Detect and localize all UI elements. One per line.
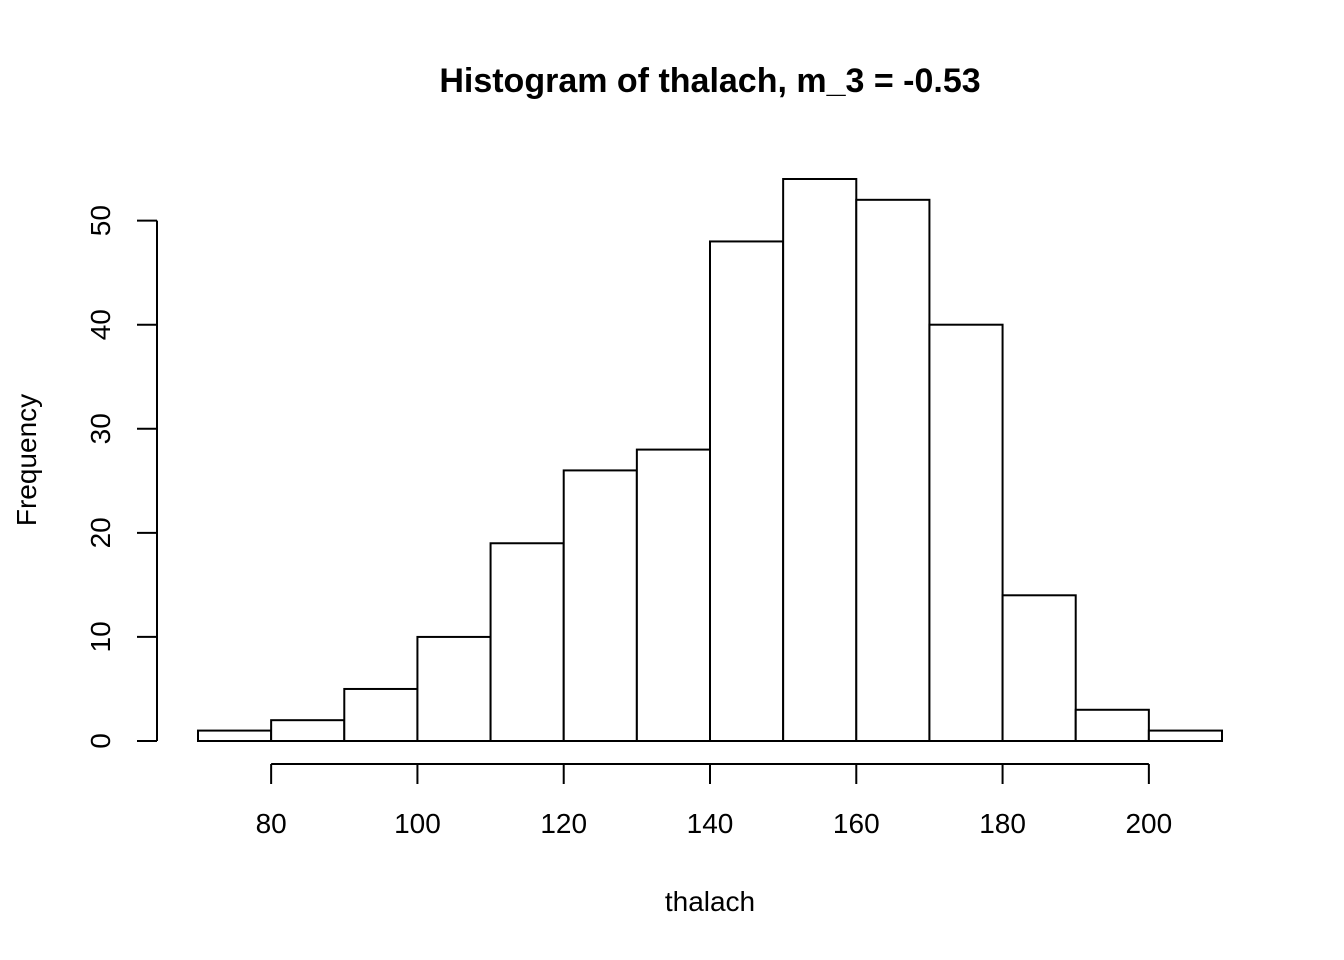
histogram-bar <box>489 542 565 743</box>
y-tick-label: 30 <box>85 413 116 444</box>
histogram-bar <box>635 448 711 742</box>
x-axis: 80 100 120 140 160 180 200 <box>256 763 1172 839</box>
histogram-bar <box>197 729 273 742</box>
y-tick-label: 40 <box>85 309 116 340</box>
y-tick-label: 20 <box>85 517 116 548</box>
histogram-bar <box>928 323 1004 742</box>
y-axis: 0 10 20 30 40 50 <box>85 205 158 749</box>
histogram-bar <box>343 687 419 742</box>
y-tick-label: 50 <box>85 205 116 236</box>
y-tick-label: 10 <box>85 621 116 652</box>
histogram-bar <box>1147 729 1224 742</box>
histogram-bar <box>1074 708 1150 742</box>
histogram-bar <box>416 635 492 742</box>
x-tick-label: 160 <box>833 808 880 839</box>
chart-title: Histogram of thalach, m_3 = -0.53 <box>439 62 980 100</box>
x-tick-label: 140 <box>687 808 734 839</box>
histogram-bars <box>197 178 1224 743</box>
x-axis-label: thalach <box>665 886 755 917</box>
x-tick-label: 180 <box>979 808 1026 839</box>
histogram-bar <box>270 719 346 742</box>
histogram-bar <box>709 240 785 742</box>
x-tick-label: 80 <box>256 808 287 839</box>
x-tick-label: 120 <box>540 808 587 839</box>
histogram-bar <box>1001 594 1077 743</box>
x-tick-label: 100 <box>394 808 441 839</box>
y-axis-label: Frequency <box>11 394 42 526</box>
x-tick-label: 200 <box>1125 808 1172 839</box>
histogram-bar <box>562 469 638 742</box>
histogram-bar <box>855 198 931 742</box>
y-tick-label: 0 <box>85 733 116 749</box>
histogram-bar <box>782 178 858 742</box>
